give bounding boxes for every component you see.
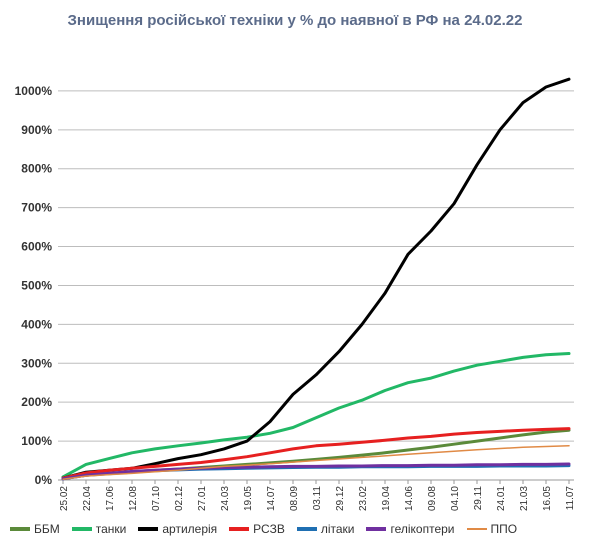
x-tick-label: 19.04 [381, 486, 392, 511]
x-tick-label: 07.10 [151, 486, 162, 511]
series-line-гелікоптери [61, 462, 571, 481]
x-tick-label: 22.04 [82, 486, 93, 511]
y-tick-label: 700% [21, 201, 52, 215]
x-tick-label: 03.11 [312, 486, 323, 511]
series-line-РСЗВ [61, 427, 571, 480]
legend-swatch [71, 527, 92, 531]
y-tick-label: 300% [21, 356, 52, 370]
x-tick-label: 27.01 [197, 486, 208, 511]
y-tick-label: 900% [21, 123, 52, 137]
legend-item: РСЗВ [229, 522, 285, 536]
legend-swatch [366, 527, 387, 531]
x-tick-label: 24.03 [220, 486, 231, 511]
series-line-артилерія [61, 77, 571, 480]
legend-label: літаки [320, 522, 355, 536]
x-tick-label: 09.08 [427, 486, 438, 511]
x-tick-label: 08.09 [289, 486, 300, 511]
x-tick-label: 12.08 [128, 486, 139, 511]
x-tick-label: 29.11 [473, 486, 484, 511]
legend-swatch [229, 527, 250, 531]
y-tick-label: 500% [21, 278, 52, 292]
x-tick-label: 02.12 [174, 486, 185, 511]
legend-item: гелікоптери [366, 522, 455, 536]
x-tick-label: 16.05 [542, 486, 553, 511]
y-tick-label: 0% [35, 473, 53, 487]
x-tick-label: 29.12 [335, 486, 346, 511]
legend-item: ББМ [10, 522, 60, 536]
x-tick-label: 11.07 [565, 486, 576, 511]
y-tick-label: 800% [21, 162, 52, 176]
x-tick-label: 17.06 [105, 486, 116, 511]
legend-item: танки [71, 522, 127, 536]
legend-swatch [138, 527, 159, 531]
x-tick-label: 25.02 [59, 486, 70, 511]
legend-item: артилерія [138, 522, 217, 536]
legend-swatch [466, 528, 487, 530]
y-tick-label: 1000% [15, 84, 53, 98]
x-tick-label: 24.01 [496, 486, 507, 511]
legend-label: танки [95, 522, 127, 536]
legend-item: ППО [466, 522, 518, 536]
y-tick-label: 600% [21, 240, 52, 254]
legend-label: гелікоптери [390, 522, 455, 536]
chart-legend: ББМ танки артилерія РСЗВ літаки гелікоптери ПП… [10, 520, 590, 538]
x-tick-label: 19.05 [243, 486, 254, 511]
x-tick-label: 04.10 [450, 486, 461, 511]
legend-swatch [10, 527, 30, 531]
series-line-ППО [62, 445, 570, 480]
legend-label: РСЗВ [253, 522, 285, 536]
legend-label: артилерія [162, 522, 218, 536]
y-tick-label: 100% [21, 434, 52, 448]
legend-swatch [296, 527, 317, 531]
x-tick-label: 14.06 [404, 486, 415, 511]
y-tick-label: 400% [21, 317, 52, 331]
legend-label: ППО [490, 522, 518, 536]
x-tick-label: 23.02 [358, 486, 369, 511]
line-chart: 0% 100% 200% 300% 400% 500% 600% 700% 800% 900% 10… [15, 77, 576, 511]
legend-item: літаки [296, 522, 355, 536]
x-tick-label: 14.07 [266, 486, 277, 511]
chart-title: Знищення російської техніки у % до наявн… [67, 12, 523, 29]
legend-label: ББМ [34, 522, 60, 536]
x-tick-label: 21.03 [519, 486, 530, 511]
y-tick-label: 200% [21, 395, 52, 409]
series-line-танки [61, 352, 571, 479]
